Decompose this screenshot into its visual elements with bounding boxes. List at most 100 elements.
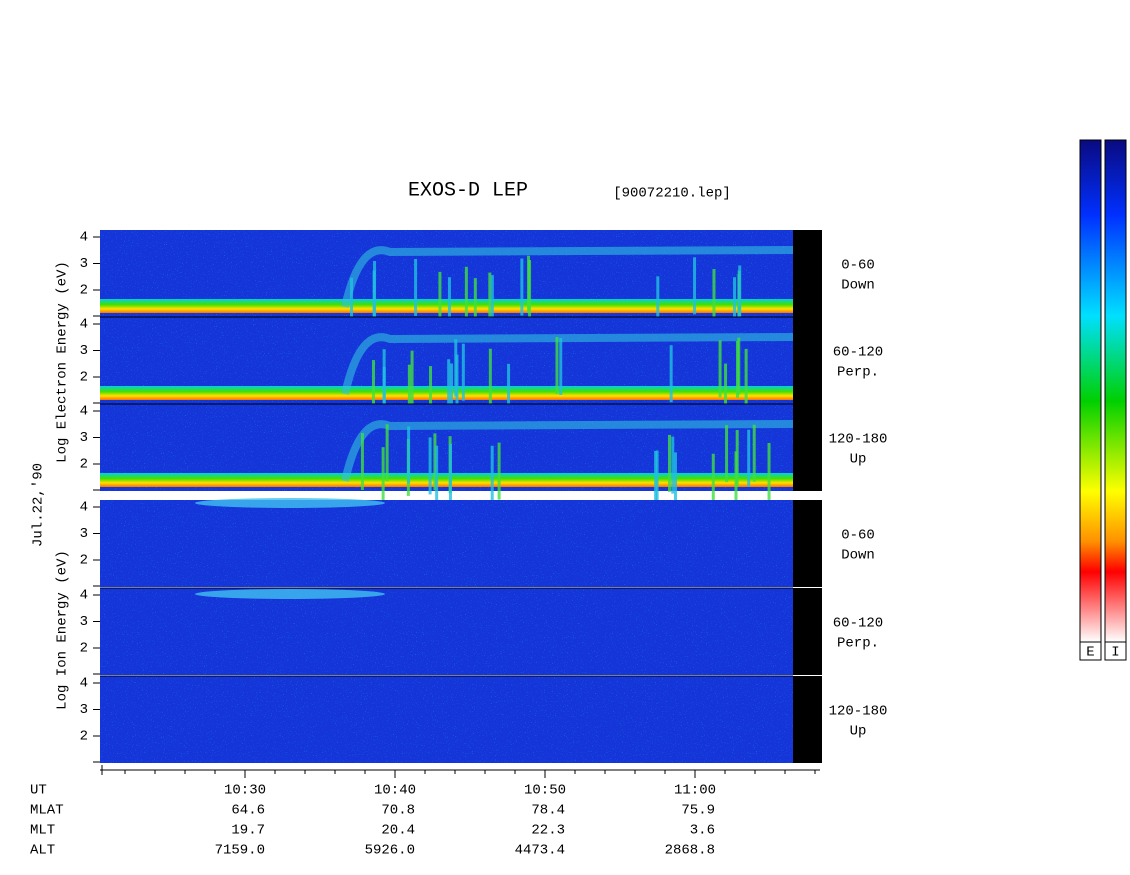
angle-label: 60-120 <box>833 616 883 632</box>
streak <box>671 436 675 494</box>
streak <box>385 424 389 482</box>
ephemeris-value: 4473.4 <box>515 843 565 859</box>
y-tick-label: 3 <box>80 526 88 542</box>
streak <box>655 450 659 508</box>
streak <box>733 277 737 335</box>
streak <box>725 425 729 483</box>
row-label: MLAT <box>30 803 64 819</box>
ephemeris-value: 78.4 <box>531 803 565 819</box>
ion-beam <box>195 589 385 599</box>
energy-arc <box>341 333 801 395</box>
angle-label: 120-180 <box>829 704 888 720</box>
streak <box>738 265 742 323</box>
file-name: [90072210.lep] <box>613 186 731 202</box>
ephemeris-value: 5926.0 <box>365 843 415 859</box>
y-tick-label: 2 <box>80 283 88 299</box>
y-tick-label: 3 <box>80 702 88 718</box>
ion-beam <box>195 498 385 508</box>
direction-label: Down <box>841 278 875 294</box>
streak <box>407 364 411 422</box>
date-label: Jul.22,'90 <box>31 463 47 547</box>
streak <box>656 276 660 334</box>
angle-label: 0-60 <box>841 528 875 544</box>
color-bar-label-box <box>1104 641 1127 661</box>
streak <box>767 442 771 500</box>
y-tick-label: 3 <box>80 614 88 630</box>
ephemeris-value: 64.6 <box>231 803 265 819</box>
y-tick-label: 3 <box>80 430 88 446</box>
streak <box>382 366 386 424</box>
y-tick-label: 4 <box>80 676 88 692</box>
noise <box>100 500 793 587</box>
streak <box>718 340 722 398</box>
y-tick-label: 3 <box>80 256 88 272</box>
streak <box>735 340 739 398</box>
angle-label: 60-120 <box>833 345 883 361</box>
time-label: 10:40 <box>374 783 416 799</box>
y-tick-label: 4 <box>80 317 88 333</box>
streak <box>747 429 751 487</box>
streak <box>381 447 385 505</box>
title: EXOS-D LEP <box>408 179 528 202</box>
y-tick-label: 2 <box>80 641 88 657</box>
low-energy-band <box>100 473 793 487</box>
direction-label: Up <box>850 452 867 468</box>
streak <box>497 442 501 500</box>
streak <box>449 443 453 501</box>
no-data <box>793 500 822 587</box>
streak <box>414 258 418 316</box>
streak <box>668 434 672 492</box>
streak <box>669 345 673 403</box>
streak <box>407 426 411 484</box>
streak <box>461 343 465 401</box>
streak <box>373 260 377 318</box>
ephemeris-value: 75.9 <box>681 803 715 819</box>
y-tick-label: 4 <box>80 404 88 420</box>
color-bar-label: E <box>1086 645 1094 661</box>
no-data <box>793 588 822 675</box>
streak <box>734 451 738 509</box>
y-tick-label: 4 <box>80 500 88 516</box>
energy-arc <box>341 420 801 482</box>
streak <box>464 266 468 324</box>
y-tick-label: 2 <box>80 729 88 745</box>
streak <box>435 445 439 503</box>
streak <box>429 366 433 424</box>
streak <box>712 269 716 327</box>
streak <box>360 432 364 490</box>
ephemeris-value: 19.7 <box>231 823 265 839</box>
streak <box>752 424 756 482</box>
streak <box>410 350 414 408</box>
direction-label: Perp. <box>837 636 879 652</box>
y-tick-label: 2 <box>80 553 88 569</box>
noise <box>100 588 793 675</box>
streak <box>438 271 442 329</box>
ephemeris-value: 2868.8 <box>665 843 715 859</box>
direction-label: Perp. <box>837 365 879 381</box>
streak <box>744 348 748 406</box>
y-tick-label: 4 <box>80 230 88 246</box>
streak <box>654 450 658 508</box>
streak <box>454 339 458 397</box>
y-axis-label: Log Ion Energy (eV) <box>55 550 71 710</box>
time-label: 10:50 <box>524 783 566 799</box>
y-tick-label: 4 <box>80 588 88 604</box>
streak <box>559 337 563 395</box>
angle-label: 120-180 <box>829 432 888 448</box>
streak <box>473 278 477 336</box>
color-bar <box>1079 139 1102 643</box>
color-bar-label: I <box>1111 645 1119 661</box>
y-tick-label: 2 <box>80 457 88 473</box>
streak <box>447 359 451 417</box>
low-energy-band <box>100 299 793 313</box>
streak <box>350 277 354 335</box>
ephemeris-value: 3.6 <box>690 823 715 839</box>
streak <box>724 363 728 421</box>
color-bar <box>1104 139 1127 643</box>
streak <box>528 259 532 317</box>
noise <box>100 676 793 763</box>
streak <box>507 363 511 421</box>
streak <box>490 275 494 333</box>
streak <box>555 337 559 395</box>
